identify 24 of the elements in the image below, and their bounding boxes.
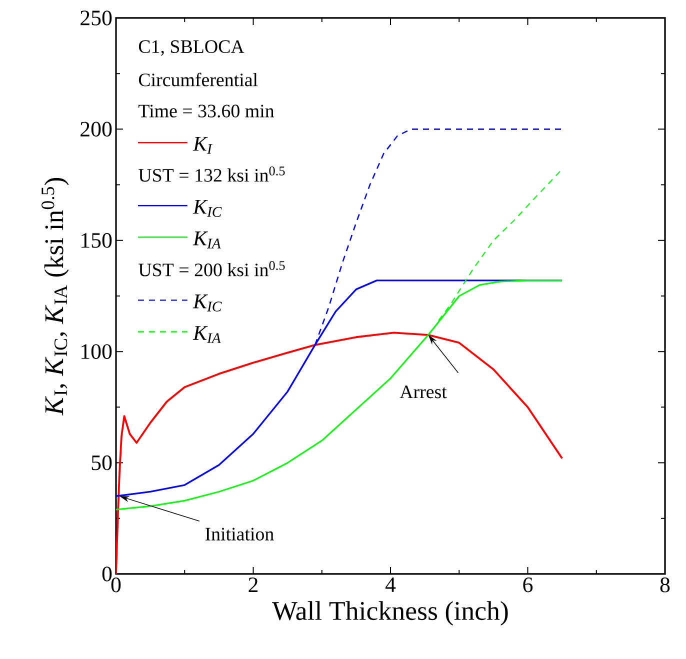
legend-label: K$_{IC}$ bbox=[192, 200, 222, 217]
annotation: Initiation bbox=[205, 528, 274, 541]
legend-label: K$_{I}$ bbox=[192, 136, 212, 154]
y-tick-label: 0 bbox=[102, 566, 112, 582]
legend-label: K$_{IC}$ bbox=[192, 294, 222, 312]
x-axis-title: Wall Thickness (inch) bbox=[272, 601, 508, 626]
legend-label: K$_{IA}$ bbox=[192, 326, 221, 343]
y-tick-label: 50 bbox=[92, 455, 112, 470]
y-tick-label: 250 bbox=[80, 10, 112, 26]
legend-label: K$_{IA}$ bbox=[192, 232, 221, 248]
y-tick-label: 150 bbox=[82, 232, 112, 248]
x-tick-label: 2 bbox=[248, 578, 258, 592]
annotation: Arrest bbox=[400, 386, 447, 398]
annotation: C1, SBLOCA bbox=[138, 40, 244, 56]
annotation: Time = 33.60 min bbox=[138, 104, 274, 118]
y-tick-label: 100 bbox=[82, 344, 112, 359]
text: K$_{I}$, K$_{IC}$, K$_{IA}$ (ksi in$^{0.5}$) bbox=[42, 178, 69, 416]
x-tick-label: 8 bbox=[660, 578, 670, 592]
annotation: Circumferential bbox=[138, 72, 258, 86]
x-tick-label: 4 bbox=[385, 578, 396, 592]
annotation: UST = 200 ksi in$^{0.5}$ bbox=[138, 261, 285, 276]
y-tick-label: 200 bbox=[80, 122, 112, 137]
annotation: UST = 132 ksi in$^{0.5}$ bbox=[138, 166, 285, 182]
x-tick-label: 6 bbox=[523, 578, 533, 592]
